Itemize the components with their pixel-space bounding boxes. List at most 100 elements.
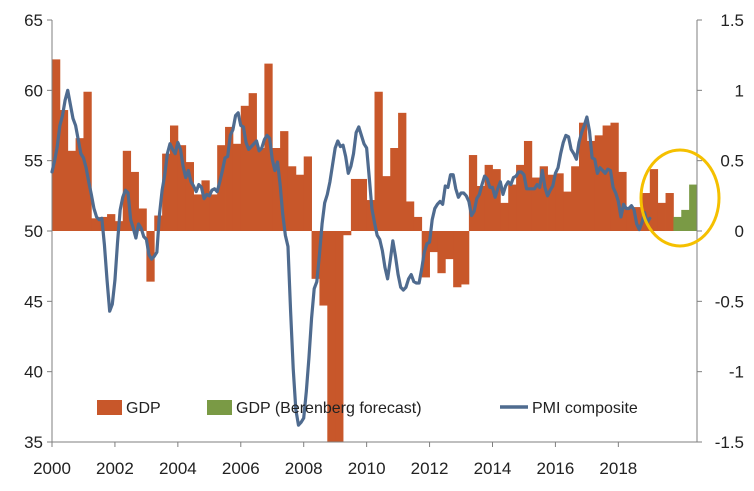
gdp-bar: [468, 155, 478, 231]
gdp-bar: [453, 231, 462, 288]
legend: GDP GDP (Berenberg forecast) PMI composite: [97, 400, 638, 417]
gdp-bar: [366, 200, 375, 231]
gdp-bar: [641, 193, 651, 231]
gdp-bar: [130, 171, 139, 231]
gdp-bar: [610, 122, 619, 231]
gdp-bar: [665, 193, 674, 231]
gdp-bar: [343, 231, 352, 236]
gdp-bar: [523, 140, 533, 231]
gdp-bar: [405, 201, 415, 231]
gdp-bar: [319, 231, 328, 306]
gdp-bar: [657, 202, 666, 231]
left-tick-label: 60: [24, 81, 43, 100]
gdp-bar: [649, 169, 659, 231]
gdp-bar: [571, 166, 580, 231]
gdp-bar: [437, 231, 446, 274]
x-tick-label: 2004: [159, 459, 197, 478]
gdp-bar: [217, 145, 226, 231]
gdp-bar: [508, 184, 517, 231]
x-tick-label: 2008: [285, 459, 323, 478]
gdp-bar: [563, 191, 572, 231]
gdp-bar: [500, 202, 509, 231]
left-tick-label: 65: [24, 11, 43, 30]
x-tick-label: 2000: [33, 459, 71, 478]
gdp-bar: [516, 164, 525, 231]
gdp-bar: [531, 177, 541, 231]
gdp-forecast-bar: [681, 209, 690, 231]
x-tick-label: 2006: [222, 459, 260, 478]
right-tick-label: -0.5: [715, 292, 744, 311]
gdp-bar: [162, 153, 171, 231]
gdp-bar: [461, 231, 470, 285]
legend-swatch: [207, 400, 232, 415]
gdp-bar: [225, 126, 234, 231]
gdp-bar: [358, 178, 368, 231]
gdp-bar: [240, 105, 250, 231]
left-tick-label: 35: [24, 433, 43, 452]
axes-layer: 35 40 45 50 55 60 65 -1.5 -1 -0.5 0 0.5 1 1.5 2000 2002…: [24, 11, 744, 478]
gdp-bar: [91, 218, 100, 231]
legend-label: GDP: [126, 400, 161, 417]
gdp-bar: [413, 216, 423, 231]
highlight-ellipse: [639, 148, 721, 248]
gdp-bar: [311, 231, 320, 279]
right-tick-label: 1.5: [720, 11, 744, 30]
gdp-forecast-bar: [689, 184, 698, 231]
legend-swatch: [97, 400, 122, 415]
legend-label: GDP (Berenberg forecast): [236, 400, 422, 417]
gdp-bar: [67, 150, 76, 231]
gdp-bar: [350, 178, 360, 231]
gdp-bar: [59, 110, 69, 231]
annotation-layer: [639, 148, 721, 248]
gdp-bar: [232, 143, 242, 231]
right-tick-label: -1: [729, 363, 744, 382]
gdp-bar: [374, 91, 383, 232]
gdp-bar: [295, 174, 305, 231]
right-tick-label: 0.5: [720, 152, 744, 171]
gdp-bar: [634, 207, 643, 231]
left-tick-label: 50: [24, 222, 43, 241]
gdp-bar: [594, 135, 604, 231]
legend-label: PMI composite: [532, 400, 638, 417]
pmi-composite-line: [50, 88, 652, 427]
gdp-bar: [382, 176, 391, 231]
gdp-bar: [209, 194, 218, 231]
gdp-bar: [547, 174, 556, 231]
gdp-bars-layer: [52, 59, 698, 442]
gdp-bar: [193, 194, 202, 231]
gdp-bar: [539, 166, 548, 231]
gdp-bar: [398, 112, 407, 231]
gdp-bar: [138, 208, 147, 231]
right-tick-label: -1.5: [715, 433, 744, 452]
gdp-bar: [429, 231, 438, 253]
gdp-bar: [280, 131, 289, 231]
pmi-line-layer: [50, 88, 652, 427]
gdp-bar: [75, 138, 84, 231]
gdp-bar: [287, 166, 297, 231]
gdp-bar: [107, 214, 116, 231]
gdp-bar: [248, 93, 257, 232]
gdp-bar: [390, 148, 399, 231]
x-tick-label: 2012: [411, 459, 449, 478]
gdp-bar: [335, 231, 344, 442]
gdp-bar: [484, 164, 493, 231]
gdp-bar: [264, 63, 273, 231]
left-tick-label: 55: [24, 152, 43, 171]
gdp-bar: [555, 173, 564, 231]
gdp-bar: [201, 180, 210, 231]
gdp-bar: [492, 169, 501, 231]
x-tick-label: 2014: [474, 459, 512, 478]
x-tick-label: 2002: [96, 459, 134, 478]
gdp-bar: [618, 171, 627, 231]
gdp-bar: [476, 185, 486, 231]
gdp-bar: [272, 148, 281, 231]
x-tick-label: 2018: [599, 459, 637, 478]
gdp-bar: [256, 148, 265, 231]
gdp-bar: [83, 91, 92, 232]
x-tick-label: 2010: [348, 459, 386, 478]
gdp-bar: [579, 122, 588, 231]
left-tick-label: 40: [24, 363, 43, 382]
gdp-bar: [602, 125, 611, 231]
